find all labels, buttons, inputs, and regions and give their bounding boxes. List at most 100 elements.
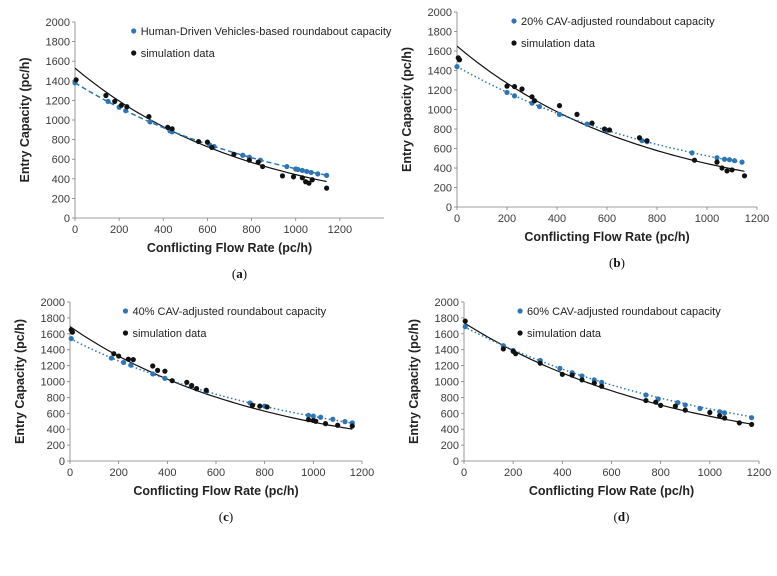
panel-caption: (b) bbox=[609, 255, 625, 270]
model-point bbox=[330, 416, 336, 422]
simulation-point bbox=[130, 357, 136, 363]
model-point bbox=[579, 373, 585, 379]
model-point bbox=[454, 64, 460, 70]
model-point bbox=[147, 119, 153, 125]
simulation-point bbox=[125, 356, 131, 362]
y-tick-label: 1400 bbox=[428, 66, 452, 78]
legend-model-label: 40% CAV-adjusted roundabout capacity bbox=[132, 306, 326, 318]
simulation-point bbox=[644, 138, 650, 144]
y-tick-label: 1000 bbox=[46, 115, 70, 127]
model-point bbox=[68, 335, 74, 342]
model-point bbox=[342, 419, 348, 425]
simulation-point bbox=[324, 185, 330, 191]
simulation-point bbox=[165, 124, 171, 130]
simulation-point bbox=[672, 403, 679, 409]
x-tick-label: 1200 bbox=[745, 213, 769, 225]
simulation-point bbox=[279, 173, 286, 179]
panel-caption: (d) bbox=[614, 509, 630, 524]
y-tick-label: 1800 bbox=[46, 37, 70, 49]
simulation-point bbox=[682, 407, 688, 413]
simulation-point bbox=[146, 113, 152, 120]
simulation-point bbox=[721, 415, 728, 421]
model-point bbox=[308, 169, 314, 176]
simulation-point bbox=[305, 417, 312, 423]
legend-simulation-marker bbox=[131, 50, 137, 56]
simulation-point bbox=[203, 387, 209, 393]
legend-model-label: 20% CAV-adjusted roundabout capacity bbox=[521, 16, 715, 28]
simulation-point bbox=[591, 380, 597, 386]
simulation-point bbox=[309, 177, 315, 183]
y-tick-label: 200 bbox=[434, 183, 452, 195]
y-tick-label: 1400 bbox=[46, 76, 70, 88]
y-tick-label: 0 bbox=[64, 213, 70, 225]
x-tick-label: 0 bbox=[67, 467, 73, 479]
simulation-point bbox=[643, 397, 649, 404]
simulation-point bbox=[456, 57, 463, 63]
simulation-point bbox=[559, 371, 565, 377]
x-tick-label: 1200 bbox=[747, 467, 771, 479]
model-point bbox=[689, 150, 695, 156]
model-point bbox=[310, 413, 316, 419]
panel-caption-letter: c bbox=[223, 509, 229, 524]
model-point bbox=[304, 168, 310, 175]
model-capacity-curve bbox=[464, 325, 752, 418]
simulation-point bbox=[519, 86, 525, 92]
y-tick-label: 1400 bbox=[41, 345, 65, 357]
simulation-point bbox=[249, 402, 256, 408]
x-tick-label: 0 bbox=[454, 213, 460, 225]
x-tick-label: 200 bbox=[504, 467, 522, 479]
model-point bbox=[511, 93, 518, 99]
model-point bbox=[739, 159, 745, 165]
model-point bbox=[162, 375, 168, 381]
simulation-point bbox=[184, 379, 190, 385]
model-point bbox=[462, 324, 468, 330]
y-tick-label: 1600 bbox=[46, 56, 70, 68]
x-tick-label: 400 bbox=[548, 213, 566, 225]
simulation-point bbox=[69, 329, 76, 335]
legend-simulation-marker bbox=[511, 40, 517, 46]
x-tick-label: 200 bbox=[498, 213, 516, 225]
simulation-point bbox=[717, 413, 723, 419]
y-tick-label: 400 bbox=[52, 174, 70, 186]
legend-simulation-label: simulation data bbox=[132, 328, 207, 340]
simulation-point bbox=[714, 159, 720, 165]
model-point bbox=[128, 362, 134, 368]
y-tick-label: 200 bbox=[47, 440, 65, 452]
y-tick-label: 1800 bbox=[435, 313, 459, 325]
simulation-point bbox=[196, 138, 202, 145]
y-tick-label: 1800 bbox=[428, 27, 452, 39]
x-tick-label: 600 bbox=[198, 224, 216, 236]
simulation-point bbox=[579, 377, 585, 383]
model-point bbox=[584, 121, 590, 127]
model-point bbox=[717, 409, 723, 415]
legend-simulation-marker bbox=[122, 330, 129, 336]
x-tick-label: 400 bbox=[553, 467, 571, 479]
simulation-point bbox=[636, 135, 643, 141]
model-point bbox=[305, 412, 312, 418]
x-tick-label: 1000 bbox=[695, 213, 719, 225]
model-point bbox=[284, 163, 290, 170]
x-tick-label: 1000 bbox=[283, 224, 307, 236]
simulation-point bbox=[462, 318, 468, 324]
model-point bbox=[315, 171, 321, 177]
x-tick-label: 1200 bbox=[350, 467, 374, 479]
simulation-point bbox=[531, 98, 538, 104]
simulation-point bbox=[255, 159, 261, 165]
model-point bbox=[721, 410, 728, 416]
x-tick-label: 800 bbox=[255, 467, 273, 479]
y-tick-label: 200 bbox=[441, 440, 459, 452]
x-axis-title: Conflicting Flow Rate (pc/h) bbox=[147, 241, 312, 255]
x-tick-label: 200 bbox=[109, 467, 127, 479]
simulation-point bbox=[162, 368, 168, 374]
x-tick-label: 1000 bbox=[698, 467, 722, 479]
x-tick-label: 0 bbox=[72, 224, 78, 236]
simulation-point bbox=[749, 421, 755, 428]
x-tick-label: 400 bbox=[158, 467, 176, 479]
simulation-point bbox=[724, 168, 730, 174]
simulation-point bbox=[556, 103, 563, 109]
y-tick-label: 600 bbox=[434, 144, 452, 156]
simulation-point bbox=[257, 403, 263, 409]
y-tick-label: 1400 bbox=[435, 345, 459, 357]
simulation-point bbox=[169, 378, 175, 384]
